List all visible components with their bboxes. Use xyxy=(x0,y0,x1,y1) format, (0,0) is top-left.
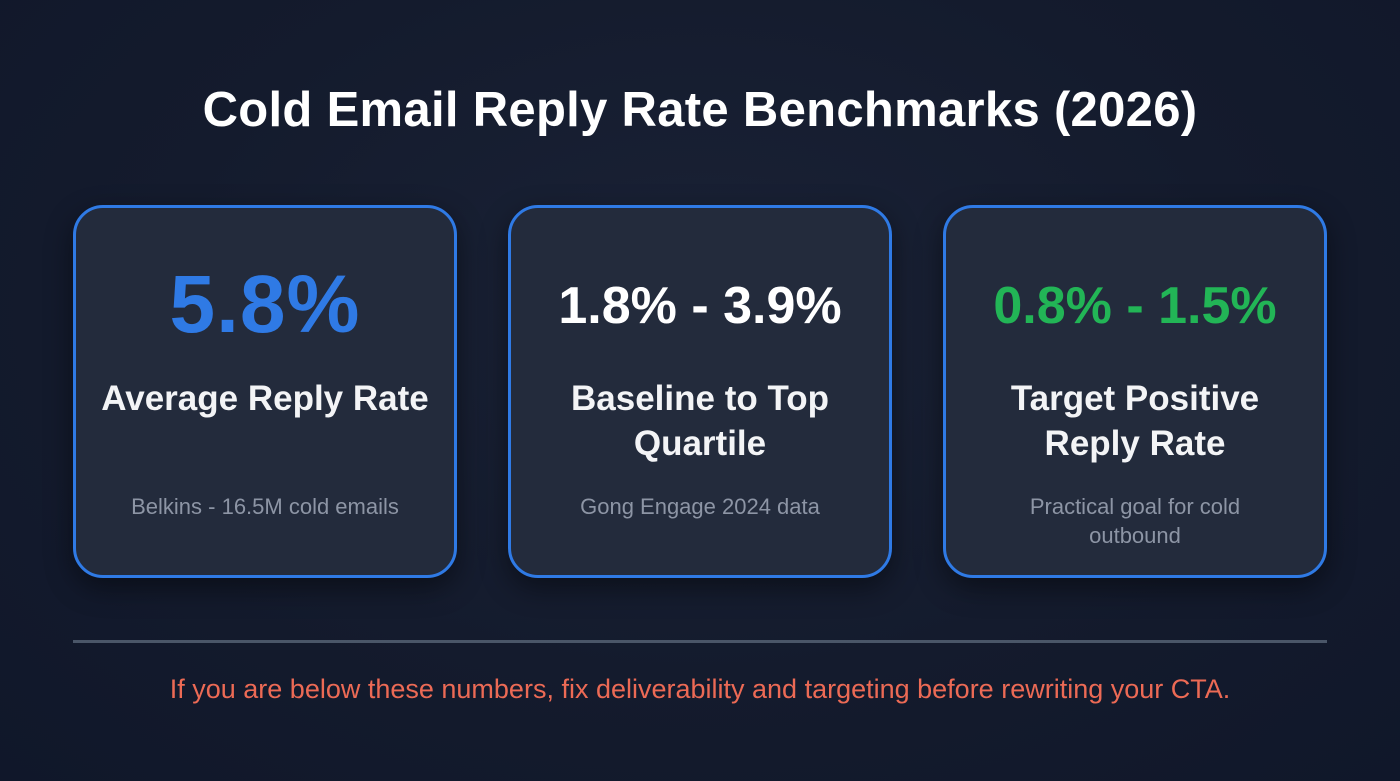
metric-card-target-positive-reply-rate: 0.8% - 1.5% Target Positive Reply Rate P… xyxy=(943,205,1327,578)
footer-warning-note: If you are below these numbers, fix deli… xyxy=(169,674,1231,704)
metric-card-average-reply-rate: 5.8% Average Reply Rate Belkins - 16.5M … xyxy=(73,205,457,578)
metric-value: 1.8% - 3.9% xyxy=(558,277,842,335)
metric-label: Target Positive Reply Rate xyxy=(1010,379,1260,463)
metric-card-baseline-to-top-quartile: 1.8% - 3.9% Baseline to Top Quartile Gon… xyxy=(508,205,892,578)
page-title: Cold Email Reply Rate Benchmarks (2026) xyxy=(202,83,1198,137)
metric-value: 5.8% xyxy=(169,259,361,350)
metric-label: Baseline to Top Quartile xyxy=(571,379,829,463)
metric-label: Average Reply Rate xyxy=(101,379,429,418)
metric-value: 0.8% - 1.5% xyxy=(993,277,1277,335)
metric-source: Belkins - 16.5M cold emails xyxy=(131,494,399,519)
metric-source: Gong Engage 2024 data xyxy=(580,494,820,519)
divider xyxy=(73,640,1327,643)
metric-source: Practical goal for cold outbound xyxy=(1029,494,1241,548)
